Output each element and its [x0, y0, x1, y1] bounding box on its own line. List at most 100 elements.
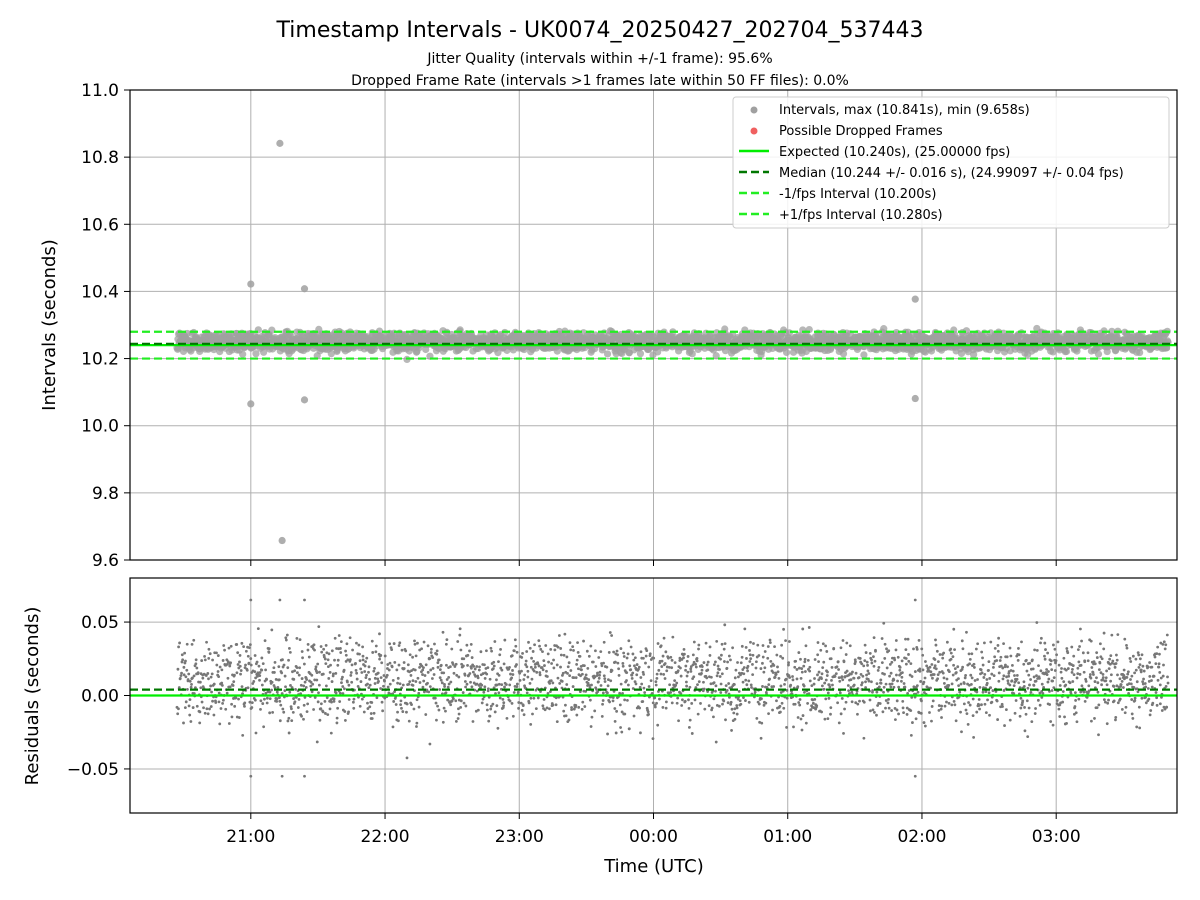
- residual-point: [967, 652, 971, 656]
- residual-point: [216, 654, 220, 657]
- residual-point: [320, 650, 324, 654]
- residual-point: [820, 710, 823, 714]
- residual-point: [340, 681, 343, 685]
- residual-point: [236, 663, 240, 666]
- residual-point: [634, 682, 638, 686]
- residual-point: [652, 656, 656, 660]
- residual-point: [719, 691, 723, 694]
- residual-point: [325, 696, 329, 700]
- residual-point: [619, 647, 623, 650]
- residual-point: [796, 716, 800, 719]
- residual-point: [470, 685, 474, 689]
- residual-point: [422, 640, 426, 644]
- residual-point: [258, 671, 262, 674]
- residual-point: [445, 638, 449, 642]
- residual-point: [723, 660, 726, 663]
- residual-point: [816, 673, 819, 677]
- residual-point: [949, 647, 953, 651]
- residual-point: [444, 709, 447, 713]
- residual-point: [696, 712, 700, 716]
- residual-point: [374, 650, 378, 654]
- residual-point: [747, 679, 751, 683]
- residual-point: [746, 664, 750, 668]
- residual-point: [565, 683, 569, 686]
- residual-point: [726, 701, 730, 705]
- residual-point: [438, 668, 442, 671]
- residual-point: [892, 685, 896, 689]
- residual-point: [580, 707, 584, 711]
- residual-point: [478, 665, 481, 669]
- residual-point: [317, 625, 321, 629]
- residual-point: [530, 656, 533, 660]
- residual-point: [298, 666, 302, 670]
- residual-point: [981, 663, 985, 667]
- residual-point: [700, 668, 704, 672]
- residual-point: [807, 626, 811, 629]
- residual-point: [622, 651, 626, 655]
- residual-point: [692, 675, 696, 679]
- residual-point: [456, 640, 460, 643]
- residual-point: [856, 702, 860, 706]
- residual-point: [286, 719, 290, 723]
- residual-point: [596, 671, 599, 675]
- residual-point: [952, 627, 956, 631]
- residual-point: [936, 673, 940, 677]
- residual-point: [768, 641, 772, 645]
- residual-point: [794, 659, 798, 663]
- residual-point: [392, 700, 396, 703]
- residual-point: [242, 645, 246, 649]
- residual-point: [310, 673, 314, 677]
- residual-point: [860, 662, 864, 666]
- residual-point: [521, 651, 524, 655]
- residual-point: [686, 655, 690, 658]
- residual-point: [669, 691, 673, 694]
- residual-point: [282, 663, 286, 667]
- residual-point: [723, 623, 727, 627]
- residual-point: [426, 681, 429, 685]
- residual-point: [253, 670, 257, 674]
- residual-point: [682, 647, 686, 651]
- residual-point: [244, 649, 248, 653]
- residual-point: [315, 671, 319, 674]
- residual-point: [803, 670, 807, 673]
- residual-point: [885, 647, 888, 651]
- residual-point: [742, 672, 746, 676]
- residual-point: [773, 675, 777, 679]
- residual-point: [922, 721, 926, 724]
- residual-point: [685, 659, 689, 663]
- residual-point: [441, 630, 445, 634]
- residual-point: [740, 644, 744, 648]
- residual-point: [368, 683, 372, 687]
- residual-point: [971, 697, 975, 701]
- residual-point: [648, 652, 652, 656]
- residual-point: [965, 630, 968, 634]
- residual-point: [862, 664, 866, 668]
- residual-point: [305, 710, 309, 714]
- residual-point: [663, 662, 667, 665]
- residual-point: [635, 673, 639, 677]
- residual-point: [730, 729, 733, 732]
- residual-point: [370, 717, 374, 720]
- residual-point: [350, 680, 354, 684]
- residual-point: [858, 656, 862, 660]
- residual-point: [273, 686, 277, 689]
- residual-point: [435, 649, 439, 653]
- residual-point: [335, 716, 339, 720]
- residual-point: [761, 644, 765, 647]
- residual-point: [198, 721, 202, 725]
- legend-label-plus-fps: +1/fps Interval (10.280s): [779, 208, 943, 223]
- residual-point: [346, 680, 349, 684]
- residual-point: [784, 639, 787, 642]
- residual-point: [766, 656, 770, 660]
- residual-point: [485, 649, 488, 653]
- residual-point: [685, 684, 689, 688]
- residual-point: [326, 713, 330, 717]
- legend-label-minus-fps: -1/fps Interval (10.200s): [779, 187, 936, 202]
- residual-point: [182, 721, 185, 725]
- residual-point: [842, 660, 846, 664]
- residual-point: [610, 669, 614, 672]
- residual-point: [400, 706, 403, 710]
- residual-point: [598, 670, 602, 674]
- residual-point: [656, 642, 660, 645]
- residual-point: [825, 674, 829, 677]
